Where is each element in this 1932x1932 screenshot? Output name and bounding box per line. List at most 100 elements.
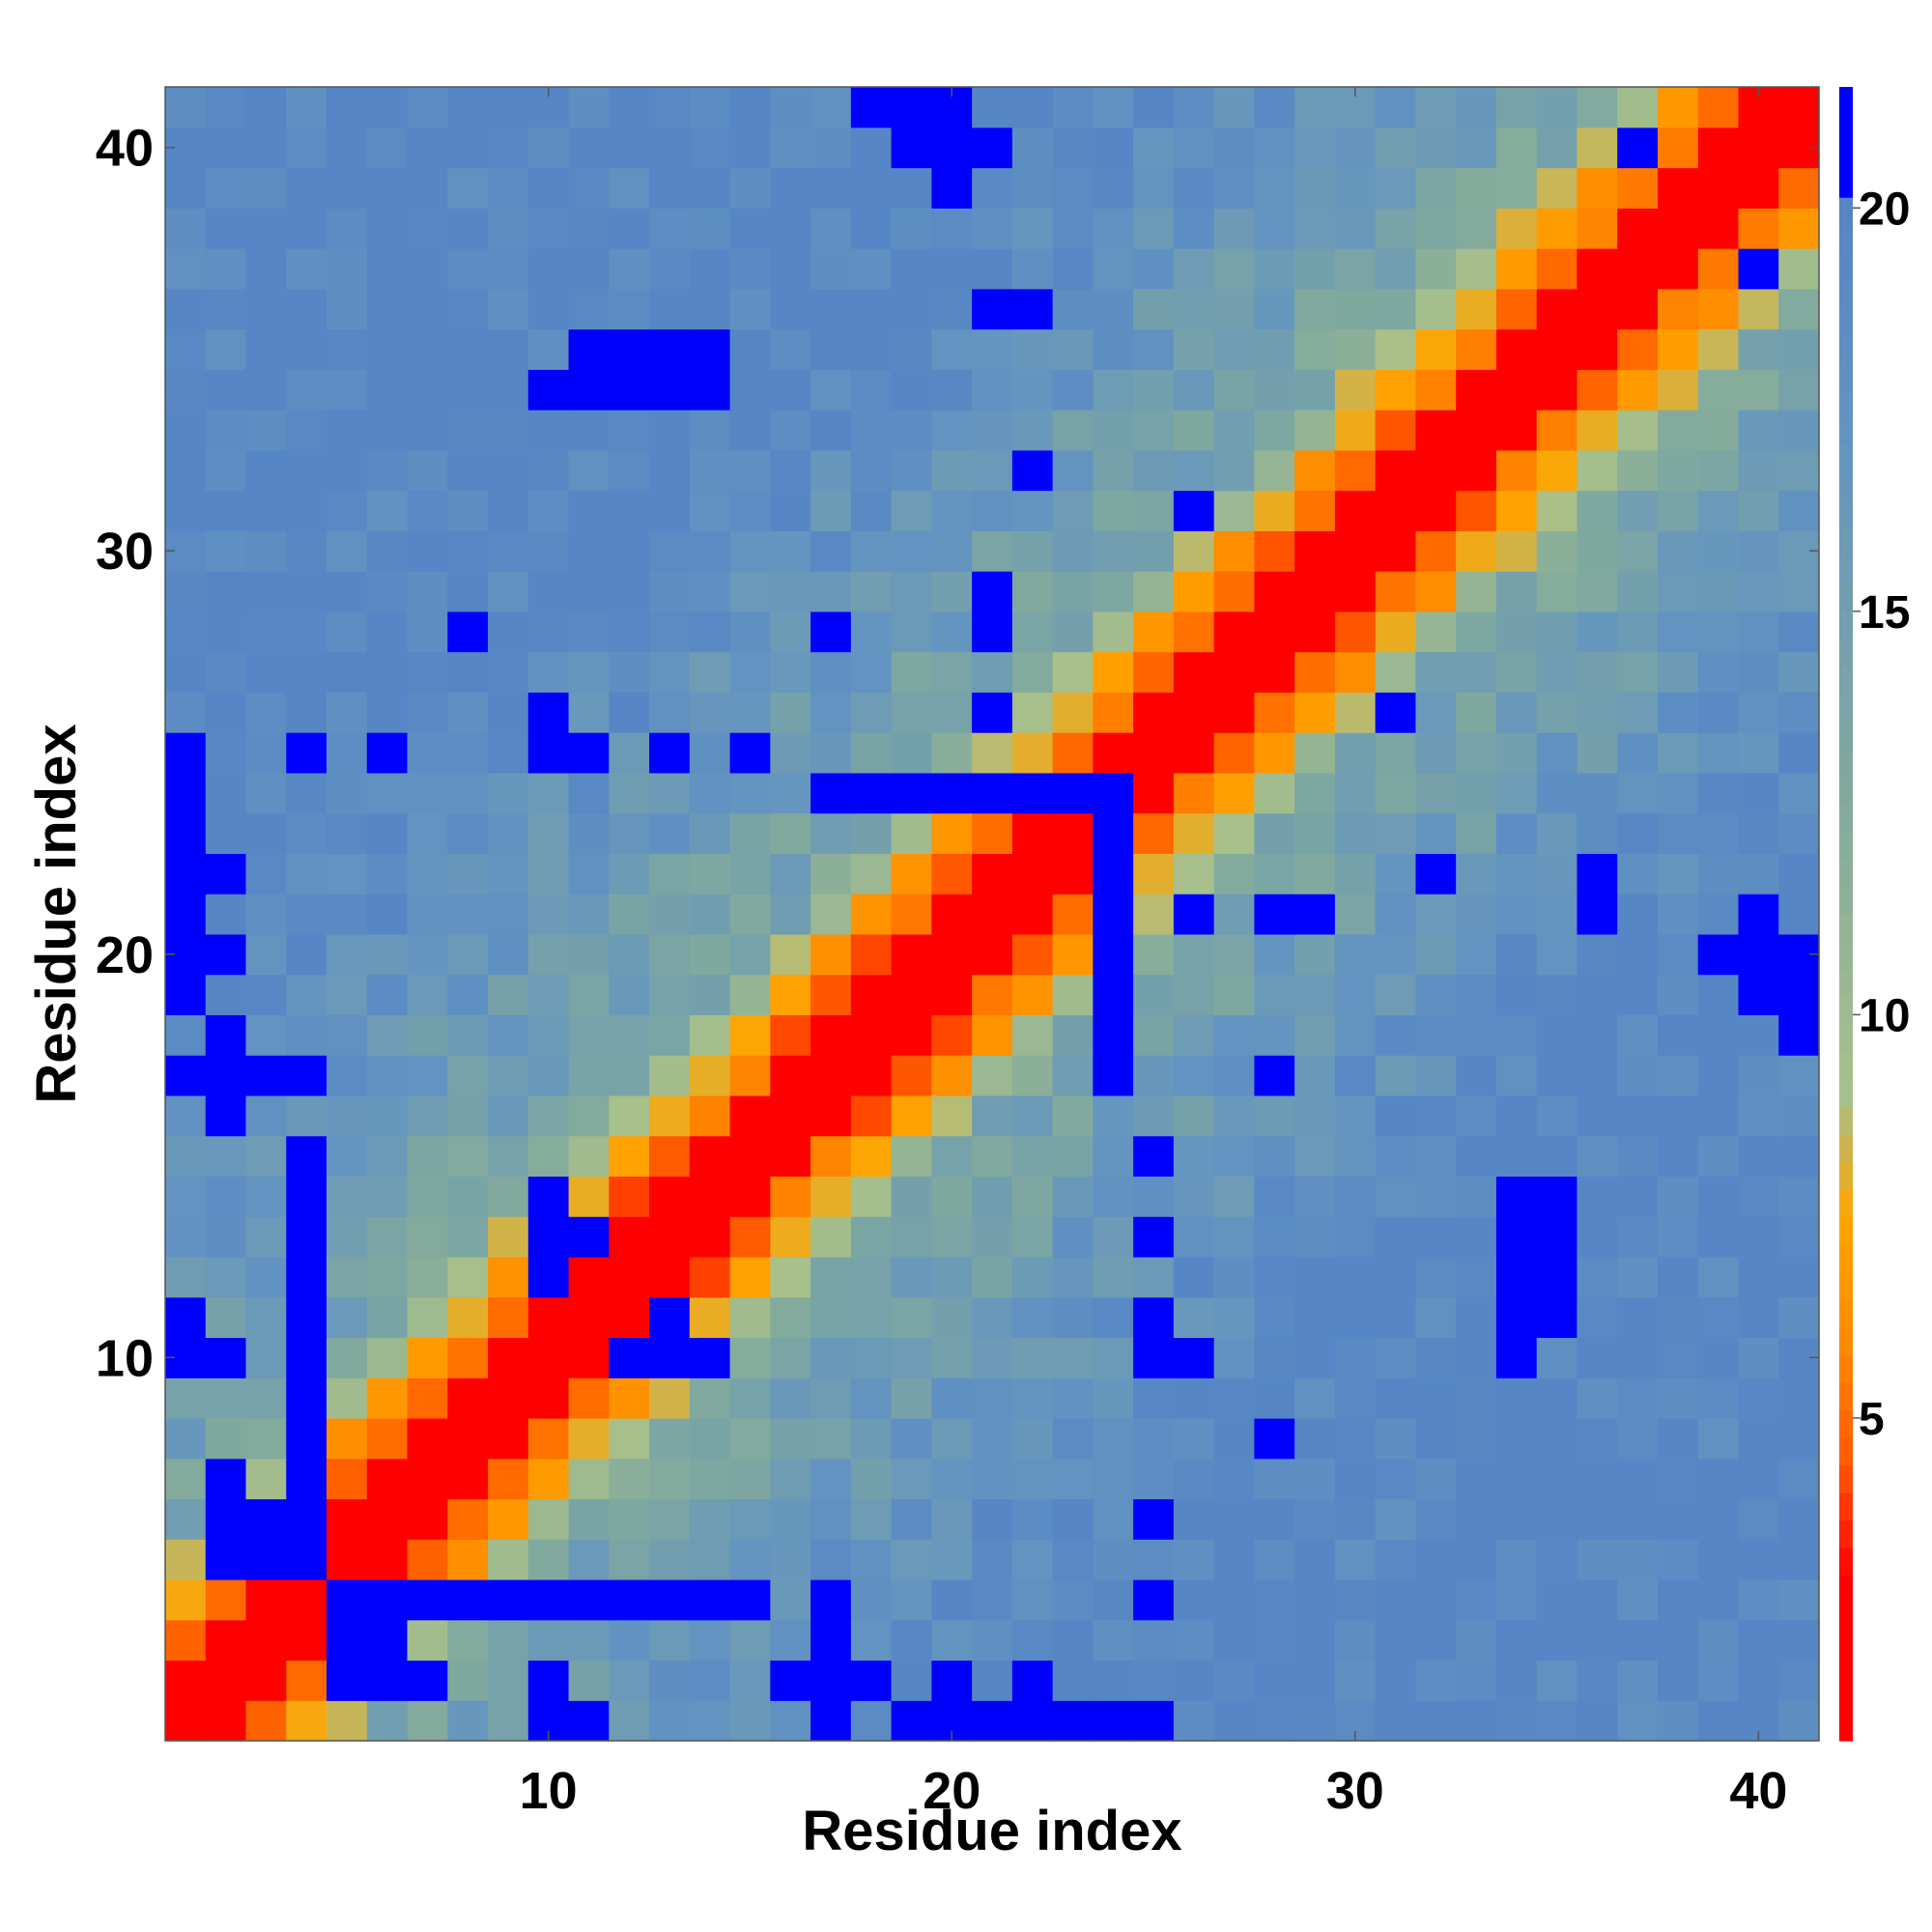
heatmap-cell	[1778, 369, 1820, 411]
colorbar-segment	[1839, 886, 1853, 915]
heatmap-cell	[729, 87, 771, 128]
heatmap-cell	[1133, 1055, 1175, 1096]
heatmap-cell	[1657, 812, 1699, 854]
heatmap-cell	[366, 732, 409, 774]
heatmap-cell	[1657, 1417, 1699, 1460]
heatmap-cell	[649, 288, 691, 330]
heatmap-cell	[205, 1700, 247, 1742]
heatmap-cell	[407, 1539, 448, 1580]
heatmap-cell	[1133, 288, 1175, 330]
heatmap-cell	[1536, 812, 1578, 854]
heatmap-cell	[1254, 571, 1295, 612]
heatmap-cell	[1415, 127, 1457, 169]
heatmap-cell	[972, 1417, 1013, 1460]
heatmap-cell	[649, 812, 691, 854]
heatmap-cell	[972, 1660, 1013, 1701]
colorbar-segment	[1839, 1216, 1853, 1245]
heatmap-cell	[770, 1094, 811, 1137]
heatmap-cell	[972, 692, 1013, 733]
heatmap-cell	[1738, 1578, 1779, 1621]
heatmap-cell	[1415, 732, 1457, 774]
heatmap-cell	[407, 853, 448, 895]
heatmap-cell	[1697, 248, 1740, 290]
heatmap-cell	[1375, 1578, 1417, 1621]
heatmap-cell	[1495, 611, 1538, 653]
heatmap-cell	[1375, 1216, 1417, 1258]
heatmap-cell	[1778, 1458, 1820, 1500]
heatmap-cell	[931, 369, 973, 411]
heatmap-cell	[689, 974, 731, 1015]
heatmap-cell	[1093, 328, 1134, 370]
heatmap-cell	[609, 692, 650, 733]
heatmap-cell	[366, 692, 409, 733]
heatmap-cell	[810, 87, 852, 128]
heatmap-cell	[1011, 288, 1054, 330]
heatmap-cell	[1254, 248, 1295, 290]
heatmap-cell	[689, 1578, 731, 1621]
heatmap-cell	[649, 894, 691, 935]
heatmap-cell	[770, 490, 811, 531]
heatmap-cell	[1133, 328, 1175, 370]
heatmap-cell	[1133, 1296, 1175, 1339]
heatmap-cell	[1052, 288, 1094, 330]
heatmap-cell	[366, 410, 409, 451]
heatmap-cell	[1052, 410, 1094, 451]
heatmap-cell	[649, 1700, 691, 1742]
heatmap-cell	[1254, 1014, 1295, 1056]
heatmap-cell	[1213, 894, 1256, 935]
heatmap-cell	[1213, 692, 1256, 733]
heatmap-cell	[1415, 449, 1457, 492]
heatmap-cell	[1375, 1498, 1417, 1540]
heatmap-cell	[850, 369, 893, 411]
heatmap-cell	[689, 449, 731, 492]
heatmap-cell	[1173, 530, 1215, 572]
heatmap-cell	[1011, 894, 1054, 935]
heatmap-cell	[1738, 288, 1779, 330]
heatmap-cell	[1173, 692, 1215, 733]
heatmap-cell	[931, 167, 973, 209]
heatmap-cell	[1536, 894, 1578, 935]
heatmap-cell	[1011, 1660, 1054, 1701]
heatmap-cell	[609, 1337, 650, 1378]
heatmap-cell	[1133, 1176, 1175, 1217]
heatmap-cell	[649, 1539, 691, 1580]
heatmap-cell	[1133, 1014, 1175, 1056]
heatmap-cell	[1617, 651, 1659, 693]
heatmap-cell	[488, 288, 529, 330]
heatmap-cell	[1133, 1337, 1175, 1378]
heatmap-cell	[407, 490, 448, 531]
heatmap-cell	[649, 208, 691, 249]
heatmap-cell	[488, 1700, 529, 1742]
heatmap-cell	[1011, 530, 1054, 572]
heatmap-cell	[366, 288, 409, 330]
heatmap-cell	[729, 894, 771, 935]
heatmap-cell	[931, 449, 973, 492]
heatmap-cell	[891, 1176, 932, 1217]
heatmap-cell	[891, 1578, 932, 1621]
heatmap-cell	[972, 772, 1013, 814]
heatmap-cell	[770, 1337, 811, 1378]
heatmap-cell	[770, 1014, 811, 1056]
heatmap-cell	[1738, 167, 1779, 209]
heatmap-cell	[1093, 167, 1134, 209]
heatmap-cell	[327, 248, 368, 290]
heatmap-cell	[527, 1498, 570, 1540]
heatmap-cell	[1133, 933, 1175, 976]
colorbar-segment	[1839, 252, 1853, 281]
heatmap-cell	[1577, 1700, 1618, 1742]
heatmap-cell	[1213, 1660, 1256, 1701]
heatmap-cell	[729, 853, 771, 895]
heatmap-cell	[850, 812, 893, 854]
heatmap-cell	[1536, 1578, 1578, 1621]
heatmap-cell	[1173, 611, 1215, 653]
heatmap-cell	[1697, 410, 1740, 451]
colorbar-segment	[1839, 1520, 1853, 1548]
heatmap-cell	[1657, 1458, 1699, 1500]
heatmap-cell	[1617, 1296, 1659, 1339]
heatmap-cell	[1577, 1458, 1618, 1500]
heatmap-cell	[568, 611, 610, 653]
heatmap-cell	[1697, 328, 1740, 370]
heatmap-cell	[1093, 571, 1134, 612]
heatmap-cell	[366, 1378, 409, 1419]
heatmap-cell	[407, 127, 448, 169]
